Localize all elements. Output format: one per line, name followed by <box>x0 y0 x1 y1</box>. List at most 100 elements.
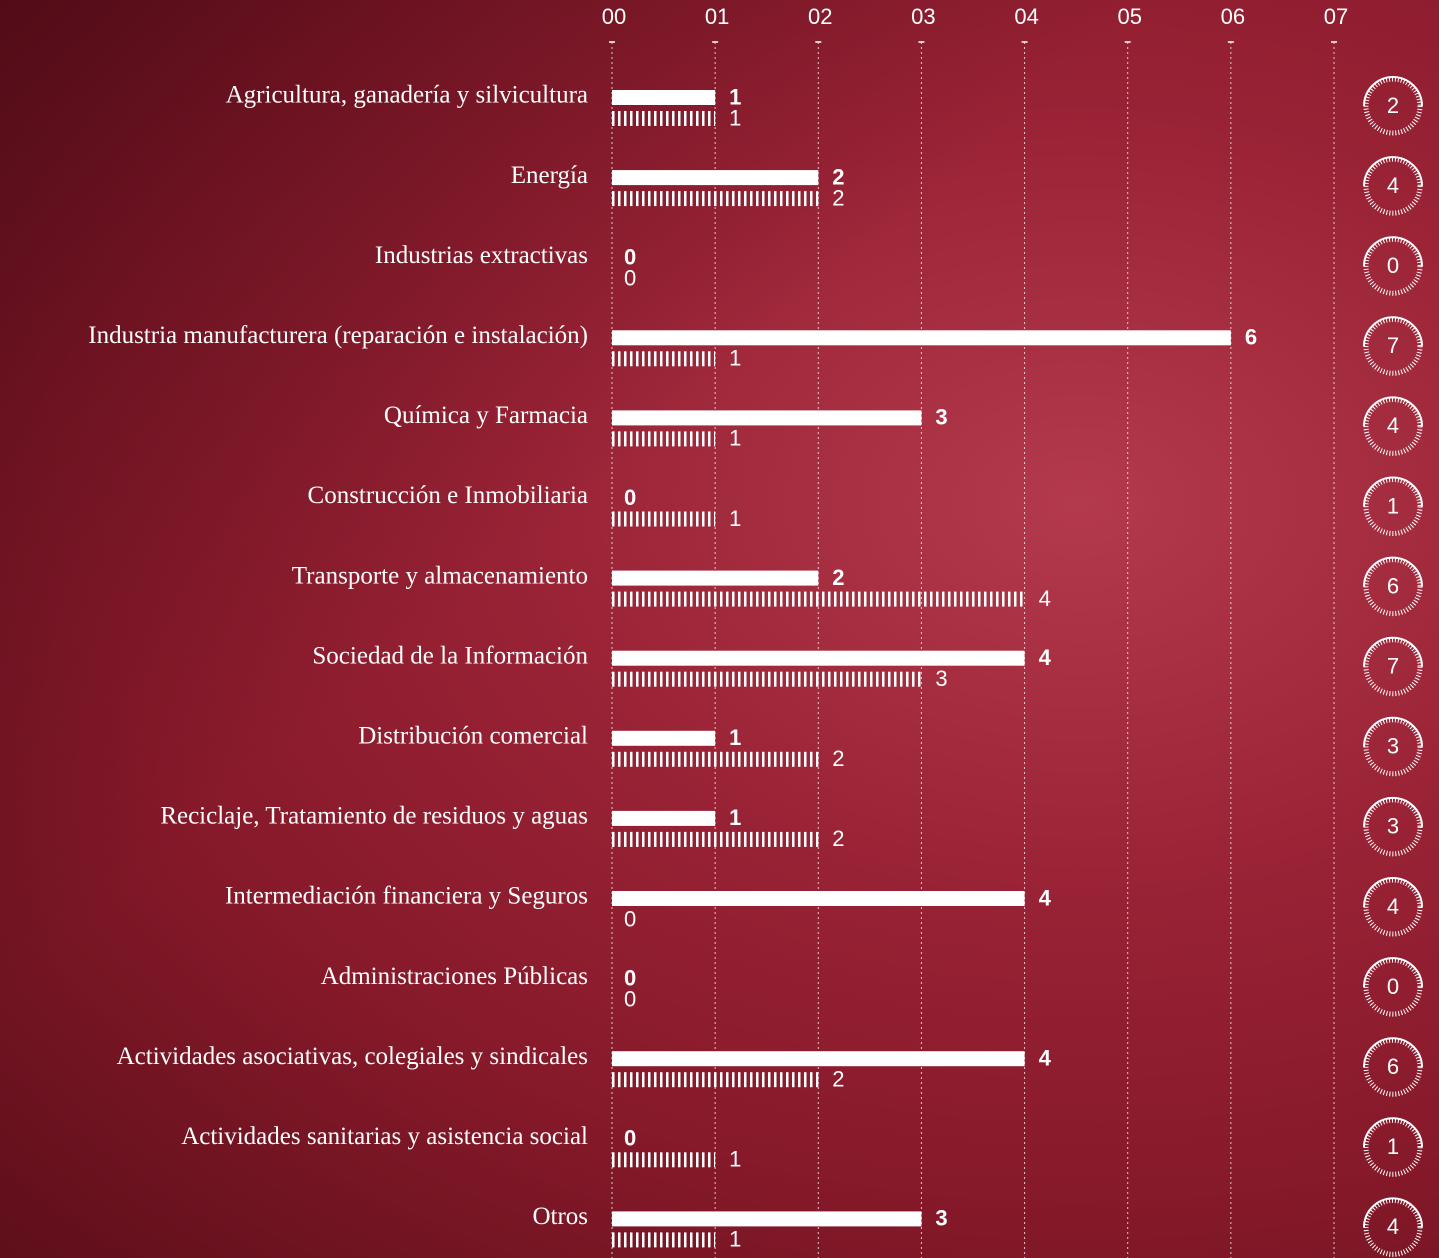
total-ring <box>1363 76 1423 136</box>
value-label: 1 <box>729 1147 741 1172</box>
value-label: 2 <box>832 164 844 189</box>
total-ring <box>1363 557 1423 617</box>
total-ring <box>1363 957 1423 1017</box>
total-ring <box>1363 877 1423 937</box>
total-label: 4 <box>1387 894 1399 919</box>
total-ring <box>1363 156 1423 216</box>
total-label: 2 <box>1387 93 1399 118</box>
total-arc <box>1363 236 1423 267</box>
total-label: 7 <box>1387 654 1399 679</box>
category-label: Construcción e Inmobiliaria <box>308 482 588 509</box>
bar <box>612 90 716 105</box>
value-label: 1 <box>729 805 741 830</box>
x-tick-label: 05 <box>1117 4 1141 29</box>
total-label: 1 <box>1387 493 1399 518</box>
category-label: Intermediación financiera y Seguros <box>225 883 588 910</box>
total-arc <box>1363 556 1423 587</box>
total-ring <box>1363 1037 1423 1097</box>
total-arc <box>1363 796 1423 827</box>
total-label: 1 <box>1387 1134 1399 1159</box>
value-label: 3 <box>935 405 947 430</box>
value-label: 0 <box>624 245 636 270</box>
x-tick-label: 01 <box>705 4 729 29</box>
hatched-bar <box>612 191 819 207</box>
total-ring <box>1363 1117 1423 1177</box>
total-label: 0 <box>1387 253 1399 278</box>
category-label: Actividades asociativas, colegiales y si… <box>117 1043 588 1070</box>
value-label: 2 <box>832 1067 844 1092</box>
bar <box>612 1051 1025 1067</box>
total-arc <box>1363 76 1423 107</box>
total-arc <box>1363 1197 1423 1228</box>
bar <box>612 570 819 586</box>
total-arc <box>1363 476 1423 507</box>
value-label: 3 <box>935 666 947 691</box>
x-tick-label: 06 <box>1221 4 1245 29</box>
total-arc <box>1363 396 1423 427</box>
total-label: 3 <box>1387 734 1399 759</box>
total-arc <box>1363 877 1423 908</box>
hatched-bar <box>612 111 716 126</box>
total-ring <box>1363 797 1423 857</box>
value-label: 0 <box>624 266 636 291</box>
total-arc <box>1363 316 1423 347</box>
total-ring <box>1363 717 1423 777</box>
value-label: 1 <box>729 1227 741 1252</box>
total-ring <box>1363 316 1423 376</box>
total-ring <box>1363 396 1423 456</box>
hatched-bar <box>612 751 819 767</box>
total-label: 3 <box>1387 814 1399 839</box>
category-label: Energía <box>511 162 588 189</box>
bar <box>612 170 819 186</box>
category-label: Industria manufacturera (reparación e in… <box>88 322 588 349</box>
x-tick-label: 00 <box>602 4 626 29</box>
category-label: Distribución comercial <box>358 723 588 750</box>
category-label: Química y Farmacia <box>384 402 588 429</box>
value-label: 2 <box>832 565 844 590</box>
total-label: 6 <box>1387 573 1399 598</box>
value-label: 1 <box>729 84 741 109</box>
value-label: 4 <box>1039 645 1052 670</box>
x-tick-label: 02 <box>808 4 832 29</box>
total-arc <box>1363 1037 1423 1068</box>
bar <box>612 650 1025 666</box>
total-arc <box>1363 716 1423 747</box>
hatched-bar <box>612 831 819 847</box>
value-label: 2 <box>832 746 844 771</box>
hatched-bar <box>612 671 922 687</box>
value-label: 0 <box>624 1126 636 1151</box>
category-label: Agricultura, ganadería y silvicultura <box>226 82 588 109</box>
category-label: Actividades sanitarias y asistencia soci… <box>181 1123 588 1150</box>
total-arc <box>1363 1117 1423 1148</box>
total-ring <box>1363 236 1423 296</box>
value-label: 1 <box>729 346 741 371</box>
x-tick-label: 04 <box>1014 4 1038 29</box>
hatched-bar <box>612 431 716 447</box>
hatched-bar <box>612 1152 716 1168</box>
value-label: 0 <box>624 986 636 1011</box>
hatched-bar <box>612 1072 819 1088</box>
value-label: 1 <box>729 725 741 750</box>
total-ring <box>1363 477 1423 536</box>
value-label: 3 <box>935 1206 947 1231</box>
total-label: 4 <box>1387 173 1399 198</box>
value-label: 6 <box>1245 325 1257 350</box>
bar <box>612 1211 922 1227</box>
bar <box>612 730 716 746</box>
total-ring <box>1363 1197 1423 1257</box>
value-label: 0 <box>624 906 636 931</box>
category-label: Reciclaje, Tratamiento de residuos y agu… <box>160 803 588 830</box>
value-label: 4 <box>1039 586 1051 611</box>
x-tick-label: 03 <box>911 4 935 29</box>
category-label: Administraciones Públicas <box>321 963 588 990</box>
value-label: 1 <box>729 426 741 451</box>
total-ring <box>1363 637 1423 697</box>
total-arc <box>1363 156 1423 187</box>
total-label: 4 <box>1387 413 1399 438</box>
hatched-bar <box>612 1232 716 1248</box>
bar <box>612 810 716 826</box>
value-label: 4 <box>1039 1046 1052 1071</box>
bar <box>612 891 1025 906</box>
total-label: 7 <box>1387 333 1399 358</box>
